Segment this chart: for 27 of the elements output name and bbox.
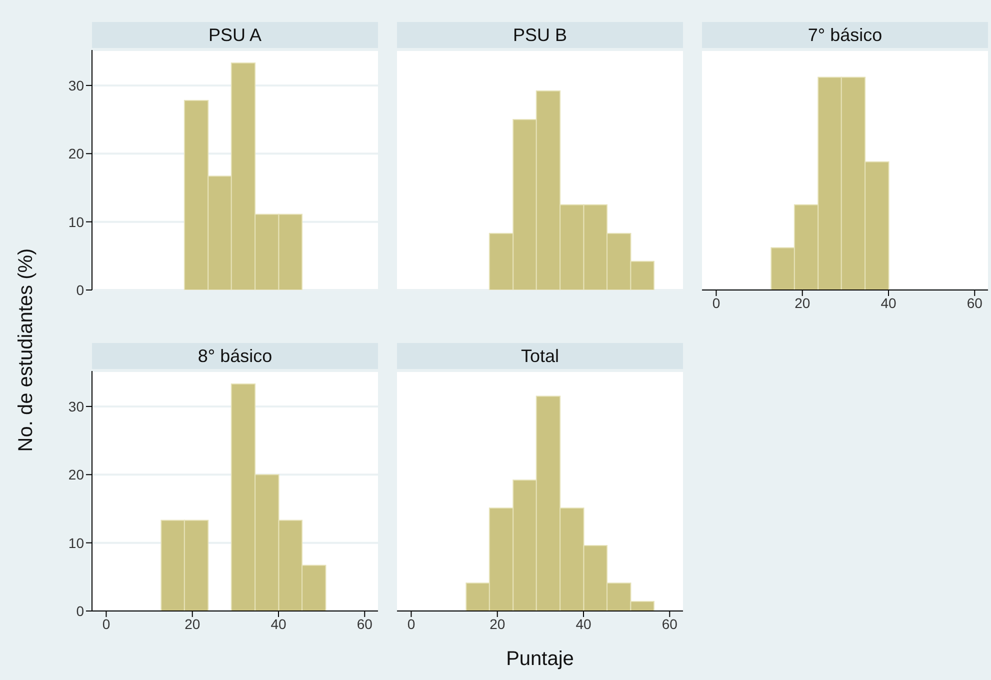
y-tick-label: 20 [68,146,84,162]
y-tick-label: 30 [68,398,84,414]
chart-title: 7° básico [702,22,988,48]
x-tick-label: 0 [102,616,110,632]
x-tick-label: 20 [794,294,810,311]
y-axis-title: No. de estudiantes (%) [15,248,37,452]
chart-title: 8° básico [92,343,378,369]
y-tick-label: 0 [76,282,84,298]
chart-title: Total [397,343,683,369]
x-tick-label: 0 [712,294,720,311]
x-tick-label: 40 [880,294,896,311]
chart-title: PSU B [397,22,683,48]
chart-title: PSU A [92,22,378,48]
x-tick-label: 40 [576,616,592,632]
y-tick-label: 10 [68,214,84,230]
x-axis-title: Puntaje [505,648,575,671]
x-tick-label: 0 [407,616,416,632]
x-tick-label: 40 [270,616,286,632]
x-tick-label: 60 [966,294,983,311]
x-tick-label: 20 [490,616,506,632]
x-tick-label: 60 [662,616,678,632]
x-tick-label: 20 [184,616,200,632]
y-tick-label: 30 [68,77,84,94]
y-tick-label: 20 [68,466,84,483]
y-tick-label: 10 [68,534,84,551]
y-tick-label: 0 [76,602,84,619]
x-tick-label: 60 [356,616,373,632]
